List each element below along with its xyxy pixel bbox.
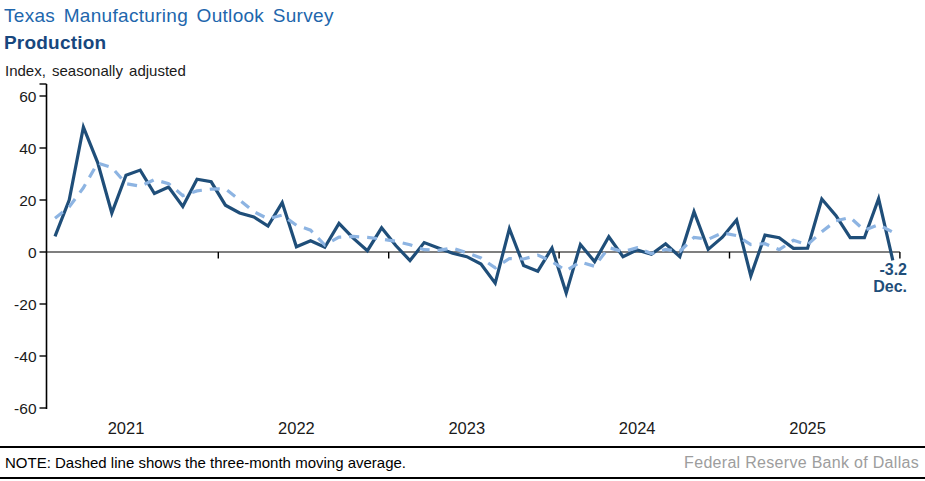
x-tick-label: 2022: [278, 419, 315, 437]
footer-source: Federal Reserve Bank of Dallas: [684, 454, 925, 472]
footer-note: NOTE: Dashed line shows the three-month …: [0, 454, 406, 471]
x-tick-label: 2024: [619, 419, 656, 437]
y-tick-label: -20: [14, 296, 37, 313]
latest-month-label: Dec.: [873, 278, 907, 295]
y-tick-label: 0: [28, 244, 37, 261]
chart-page: Texas Manufacturing Outlook Survey Produ…: [0, 0, 925, 481]
y-tick-label: 40: [19, 140, 37, 157]
moving-average-line: [55, 163, 893, 271]
footer: NOTE: Dashed line shows the three-month …: [0, 446, 925, 479]
x-tick-label: 2023: [448, 419, 485, 437]
y-tick-label: -40: [14, 348, 37, 365]
y-tick-label: 20: [19, 192, 37, 209]
x-tick-label: 2021: [108, 419, 145, 437]
latest-value-annotation: -3.2 Dec.: [873, 261, 907, 295]
production-line-chart: 60 40 20 0 -20 -40 -60 2021 2022 2023 2024 2025: [0, 0, 925, 446]
production-line: [55, 127, 893, 293]
x-tick-label: 2025: [789, 419, 826, 437]
y-tick-label: -60: [14, 400, 37, 417]
latest-value-label: -3.2: [873, 261, 907, 278]
y-tick-label: 60: [19, 88, 37, 105]
